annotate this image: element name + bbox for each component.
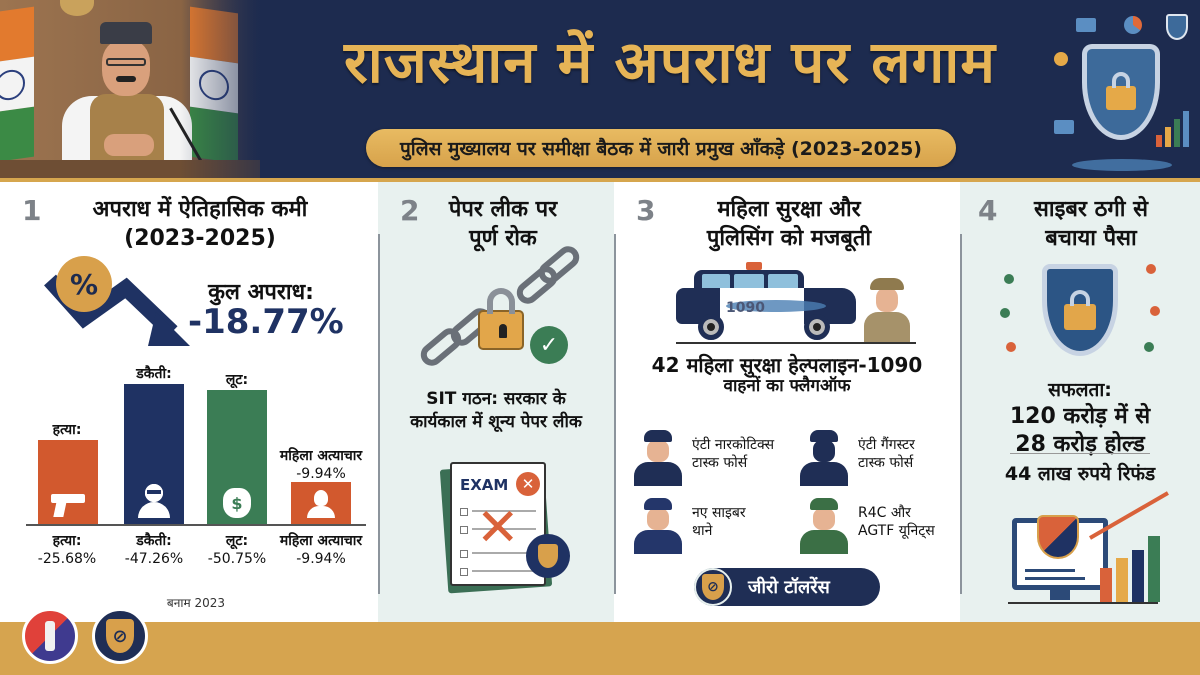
minister-figure (56, 22, 196, 176)
panel-divider (960, 234, 962, 594)
panel-crime-reduction: 1 अपराध में ऐतिहासिक कमी (2023-2025) % क… (0, 182, 378, 622)
lock-icon (1106, 72, 1136, 110)
total-crime-value: -18.77% (188, 302, 344, 342)
body-line1: 42 महिला सुरक्षा हेल्पलाइन-1090 (651, 353, 923, 377)
crime-bar-chart: हत्या: -25.68% डकैती: -47.26% लूट: -50.7… (26, 362, 366, 610)
checkmark-icon: ✓ (530, 326, 568, 364)
body-line2: वाहनों का फ्लैगऑफ (723, 376, 851, 396)
refund-amount: 44 लाख रुपये रिफंड (1004, 463, 1156, 485)
panel-body: SIT गठन: सरकार के कार्यकाल में शून्य पेप… (386, 388, 606, 434)
police-vehicle-icon: 1090 (676, 262, 856, 340)
panel-number: 2 (400, 194, 420, 227)
panel-body: 42 महिला सुरक्षा हेल्पलाइन-1090 वाहनों क… (624, 354, 950, 397)
panel-title-line1: महिला सुरक्षा और (717, 197, 861, 222)
zero-tolerance-label: जीरो टॉलरेंस (748, 577, 830, 598)
bar-label-top: महिला अत्याचार -9.94% (279, 448, 363, 482)
panel-title-line2: पुलिसिंग को मजबूती (706, 225, 872, 251)
document-icon (1054, 120, 1074, 134)
thief-icon (138, 484, 170, 518)
panel-number: 4 (978, 194, 998, 227)
bar-label-bottom: हत्या: -25.68% (37, 533, 97, 568)
header-divider (0, 178, 1200, 182)
indian-flag-icon (0, 6, 34, 164)
panel-title: पेपर लीक पर पूर्ण रोक (428, 196, 578, 253)
money-bag-icon: $ (223, 488, 251, 518)
panel-title-line2: बचाया पैसा (1045, 225, 1137, 251)
bar-women-atrocity (291, 482, 351, 524)
commando-icon (798, 430, 850, 486)
woman-icon (307, 490, 335, 518)
percent-icon: % (56, 256, 112, 312)
panel-divider (378, 234, 380, 594)
panel-title-line1: अपराध में ऐतिहासिक कमी (92, 197, 308, 222)
panel-title: महिला सुरक्षा और पुलिसिंग को मजबूती (664, 196, 914, 253)
cross-mark-icon: ✕ (476, 498, 520, 558)
no-entry-badge-icon: ⊘ (702, 574, 724, 600)
body-line1: SIT गठन: सरकार के (426, 389, 566, 409)
bar-label-bottom: डकैती: -47.26% (124, 533, 184, 568)
footer-bar: ⊘ (0, 608, 1200, 675)
panel-title-line2: (2023-2025) (124, 225, 276, 251)
amount-line1: 120 करोड़ में से (1009, 403, 1151, 429)
no-entry-badge-icon: ⊘ (106, 619, 134, 653)
shield-icon (1166, 14, 1188, 40)
unit-r4c-agtf: R4C और AGTF यूनिट्स (798, 498, 958, 556)
police-crest-icon (1037, 515, 1079, 559)
woman-officer-icon (862, 278, 912, 344)
zero-tolerance-badge: ⊘ जीरो टॉलरेंस (694, 568, 880, 606)
officer-icon (632, 498, 684, 554)
unit-anti-gangster: एंटी गैंगस्टर टास्क फोर्स (798, 430, 958, 488)
subtitle-text: पुलिस मुख्यालय पर समीक्षा बैठक में जारी … (400, 138, 922, 160)
bar-murder (38, 440, 98, 524)
panel-title: अपराध में ऐतिहासिक कमी (2023-2025) (50, 196, 350, 253)
page-title: राजस्थान में अपराध पर लगाम (344, 28, 996, 96)
bar-chart-icon (1156, 111, 1189, 147)
monitor-icon (1012, 515, 1108, 590)
pie-chart-icon (1124, 16, 1142, 34)
amount-line2: 28 करोड़ होल्ड (1015, 432, 1145, 458)
panel-women-safety: 3 महिला सुरक्षा और पुलिसिंग को मजबूती 10… (614, 182, 960, 622)
unit-anti-narcotics: एंटी नारकोटिक्स टास्क फोर्स (632, 430, 792, 488)
panel-title-line1: पेपर लीक पर (448, 197, 558, 222)
vehicle-number: 1090 (726, 300, 826, 316)
bar-robbery: $ (207, 390, 267, 524)
bar-dacoity (124, 384, 184, 524)
cyber-security-shield-icon (1000, 264, 1160, 364)
total-crime-label: कुल अपराध: (208, 280, 314, 305)
comparison-note: बनाम 2023 (166, 596, 226, 610)
document-icon (1076, 18, 1096, 32)
panel-divider (614, 234, 616, 594)
officer-icon (632, 430, 684, 486)
body-line2: कार्यकाल में शून्य पेपर लीक (410, 411, 582, 432)
gun-icon (51, 492, 85, 518)
chart-baseline (26, 524, 366, 526)
bar-label-bottom: महिला अत्याचार -9.94% (279, 533, 363, 568)
panel-body: सफलता: 120 करोड़ में से 28 करोड़ होल्ड (968, 378, 1192, 460)
soldier-icon (798, 498, 850, 554)
emblem-icon (60, 0, 94, 16)
security-shield-graphic (1050, 8, 1195, 173)
panel-paper-leak: 2 पेपर लीक पर पूर्ण रोक ✓ SIT गठन: सरकार… (378, 182, 614, 622)
zero-tolerance-logo: ⊘ (92, 608, 148, 664)
growth-chart-icon (1089, 491, 1180, 602)
rajasthan-police-logo (22, 608, 78, 664)
subtitle-banner: पुलिस मुख्यालय पर समीक्षा बैठक में जारी … (366, 129, 956, 167)
header-banner: राजस्थान में अपराध पर लगाम पुलिस मुख्याल… (0, 0, 1200, 178)
police-badge-icon (526, 534, 570, 578)
bar-label-bottom: लूट: -50.75% (207, 533, 267, 568)
cancel-icon: ✕ (516, 472, 540, 496)
panel-title: साइबर ठगी से बचाया पैसा (1006, 196, 1176, 253)
success-label: सफलता: (1048, 379, 1112, 401)
exam-label: EXAM (460, 476, 509, 494)
panel-title-line2: पूर्ण रोक (469, 225, 537, 251)
panel-number: 1 (22, 194, 42, 227)
panel-cyber-fraud: 4 साइबर ठगी से बचाया पैसा सफलता: 120 करो… (960, 182, 1200, 622)
unit-cyber-stations: नए साइबर थाने (632, 498, 792, 556)
panel-title-line1: साइबर ठगी से (1034, 197, 1148, 222)
padlock-icon (478, 288, 524, 350)
panel-number: 3 (636, 194, 656, 227)
pie-chart-icon (1054, 52, 1068, 66)
